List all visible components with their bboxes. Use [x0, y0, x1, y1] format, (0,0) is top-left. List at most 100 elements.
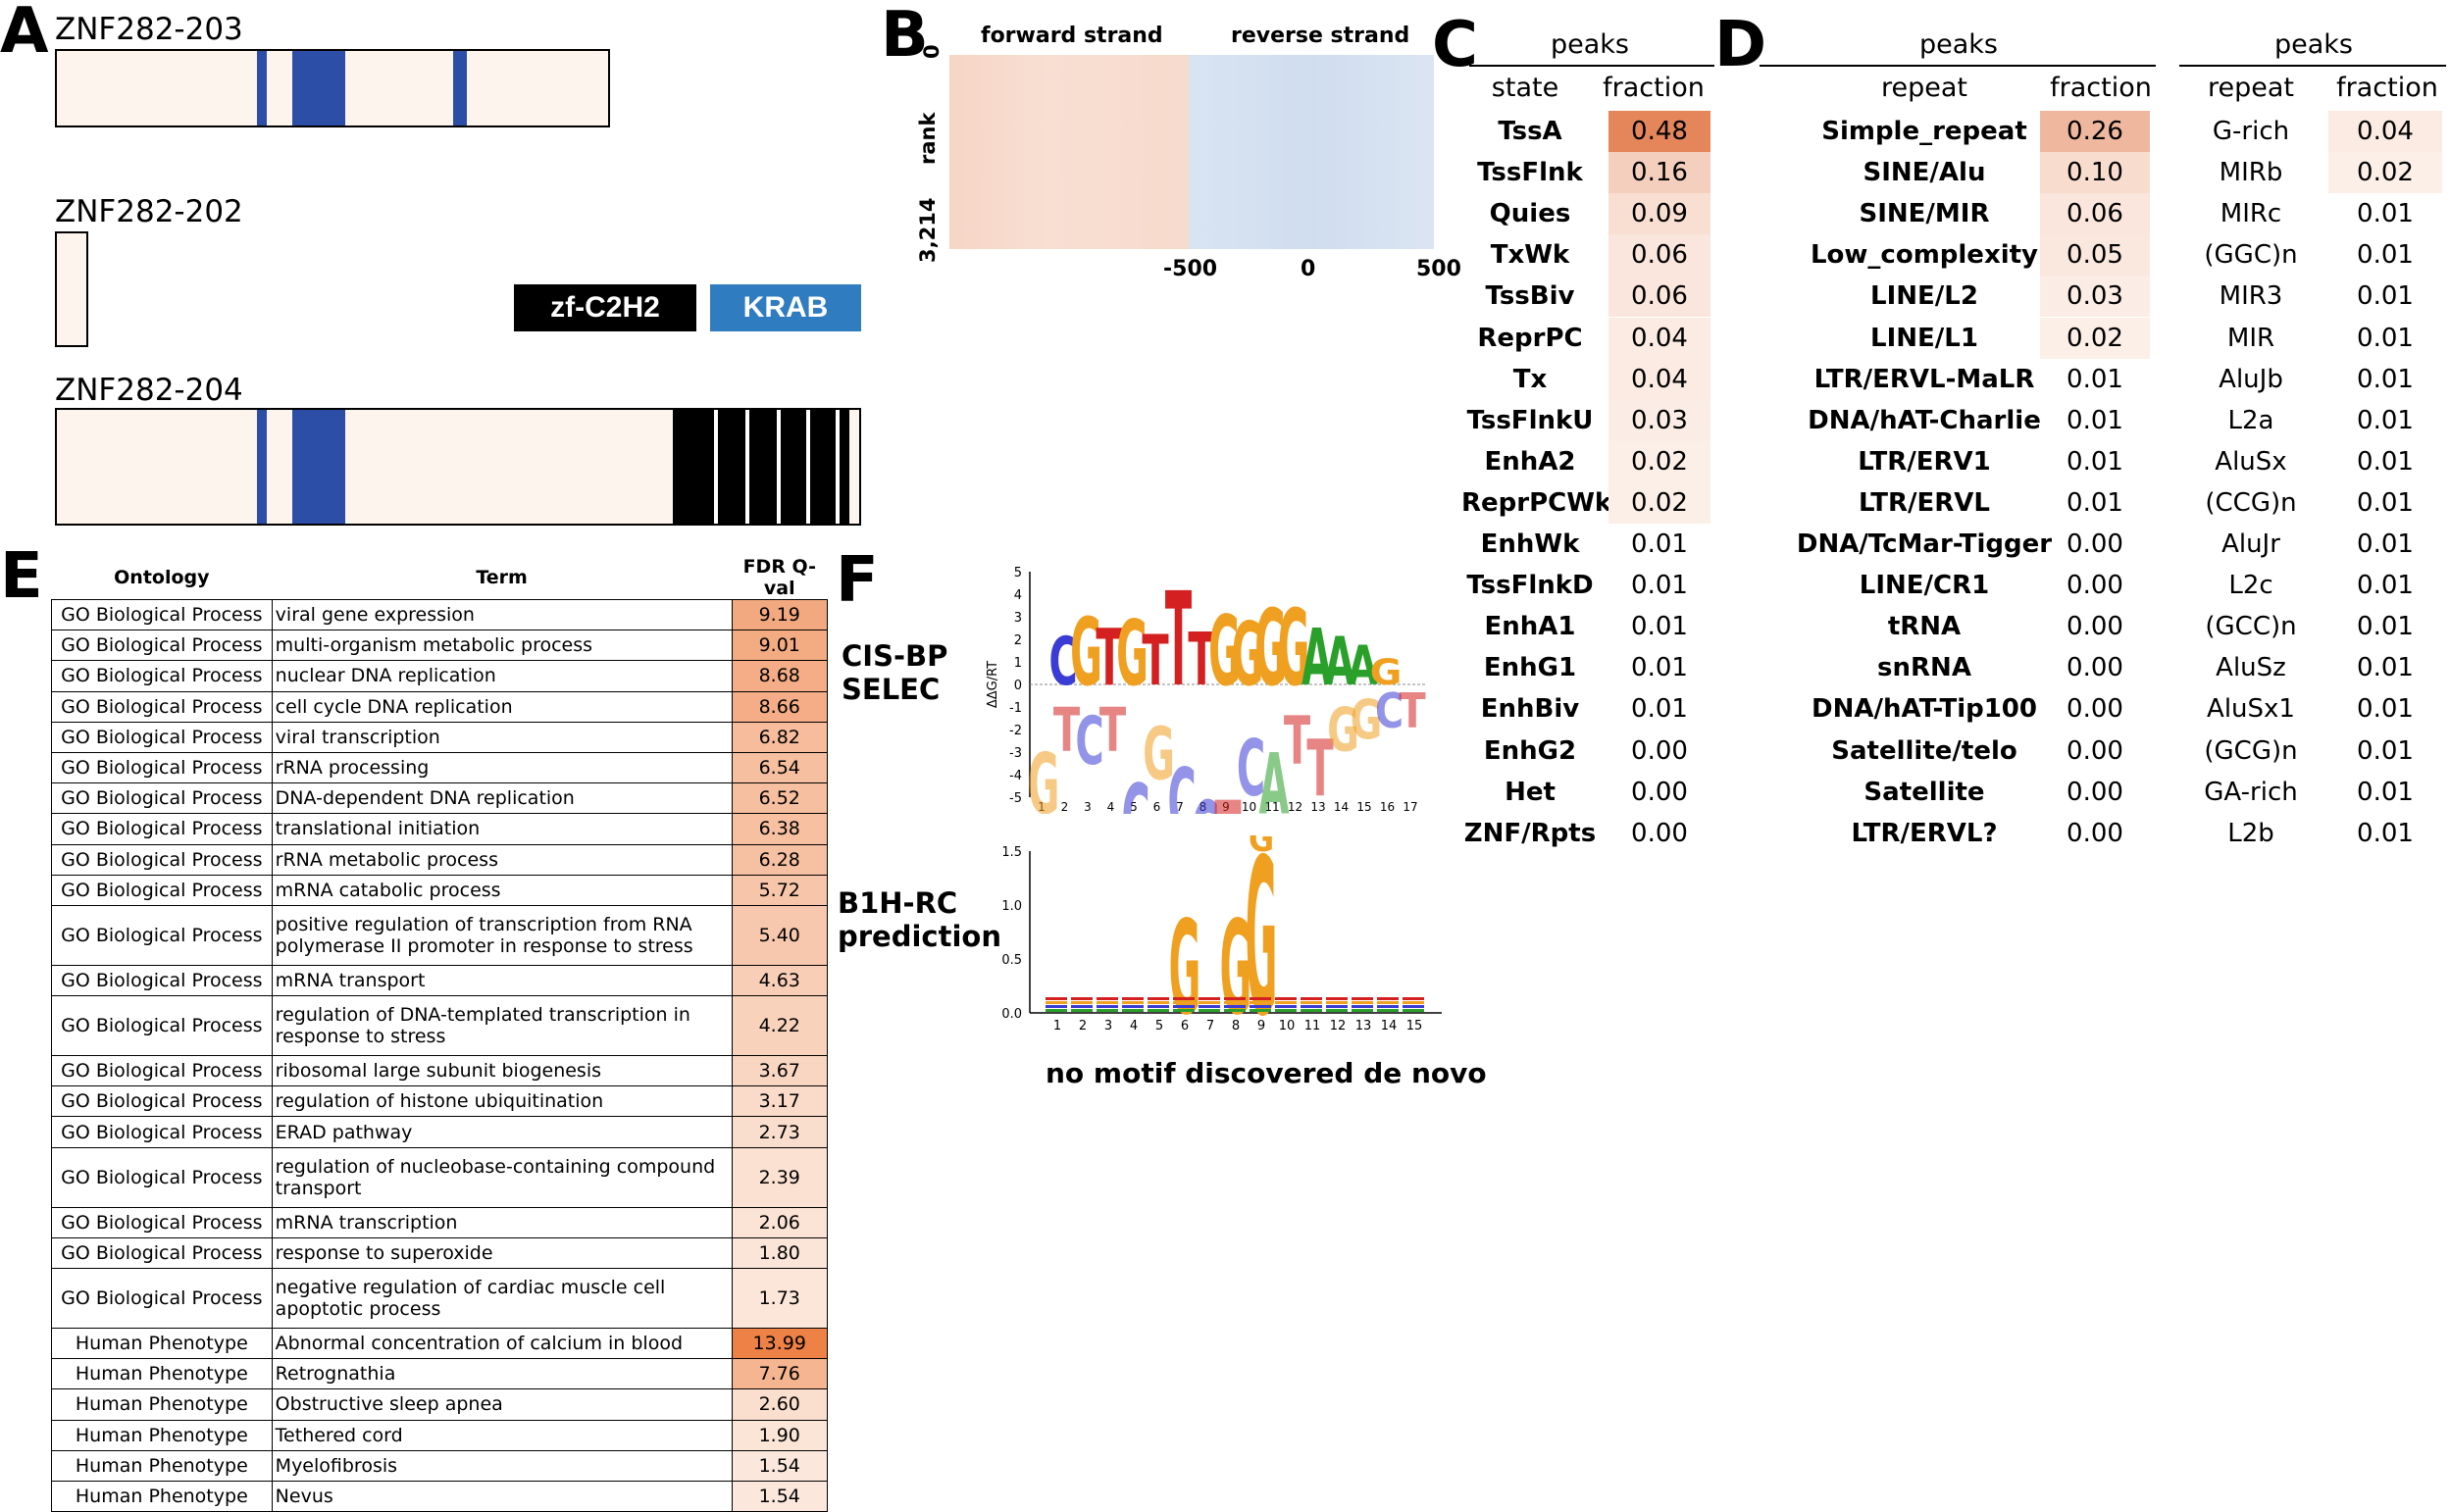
go-table-row: GO Biological Process rRNA metabolic proc…: [51, 843, 829, 876]
motif-letter-stack: [1352, 1009, 1373, 1012]
y-tick-label: 0: [1014, 679, 1022, 693]
motif-letter-stack: [1173, 997, 1195, 1000]
ontology-cell: GO Biological Process: [51, 782, 273, 815]
ontology-cell: GO Biological Process: [51, 1116, 273, 1148]
x-tick-label: 14: [1334, 800, 1349, 814]
y-tick-label: 3: [1014, 611, 1022, 626]
isoform-bar-203: [55, 49, 610, 127]
motif-letter: G: [1220, 892, 1252, 1041]
state-cell: Quies: [1489, 199, 1571, 229]
motif-letter-stack: [1403, 1005, 1424, 1008]
motif-letter: T: [1214, 781, 1241, 814]
motif-letter: T: [1188, 618, 1215, 702]
x-tick-label: 6: [1153, 800, 1161, 814]
motif-letter-stack: [1097, 997, 1118, 1000]
repeat-cell: Low_complexity: [1810, 240, 2039, 271]
fraction-cell: 0.01: [2357, 487, 2414, 518]
motif-letter-stack: [1352, 997, 1373, 1000]
repeat-cell: AluJb: [2219, 364, 2283, 394]
qval-cell: 9.01: [731, 630, 829, 662]
motif-letter-stack: [1250, 997, 1271, 1000]
motif-letter-stack: [1199, 1009, 1220, 1012]
state-column-header: state: [1491, 73, 1559, 103]
fraction-cell: 0.00: [2067, 735, 2123, 766]
motif-letter: G: [1208, 594, 1241, 707]
repeat-cell: snRNA: [1877, 653, 1971, 683]
isoform-label-204: ZNF282-204: [55, 373, 243, 408]
go-table-row: GO Biological Process ERAD pathway 2.73: [51, 1116, 829, 1148]
ontology-cell: GO Biological Process: [51, 813, 273, 845]
repeat-cell: L2a: [2227, 405, 2274, 435]
motif-letter-stack: [1097, 1005, 1118, 1008]
motif-letter: G: [1143, 712, 1175, 796]
x-tick-label: 7: [1176, 800, 1184, 814]
repeat-cell: L2c: [2228, 571, 2273, 601]
ontology-cell: GO Biological Process: [51, 598, 273, 631]
motif-letter: G: [1232, 605, 1264, 706]
y-tick-label: 2: [1014, 633, 1022, 648]
go-table-row: GO Biological Process DNA-dependent DNA r…: [51, 782, 829, 815]
go-table-row: GO Biological Process mRNA transcription 2…: [51, 1206, 829, 1238]
motif-letter-stack: [1250, 1009, 1271, 1012]
ontology-cell: Human Phenotype: [51, 1327, 273, 1360]
qval-cell: 2.39: [731, 1146, 829, 1208]
y-axis-label: ΔΔG/RT: [986, 661, 1000, 708]
ontology-cell: GO Biological Process: [51, 1146, 273, 1208]
qval-cell: 2.73: [731, 1116, 829, 1148]
repeat-cell: (GCG)n: [2204, 735, 2298, 766]
fraction-cell: 0.01: [2357, 446, 2414, 477]
x-tick-label: 5: [1155, 1019, 1163, 1033]
x-tick-label: 500: [1416, 257, 1461, 281]
zf-separator: [745, 410, 749, 524]
x-tick-label: -500: [1163, 257, 1218, 281]
term-cell: DNA-dependent DNA replication: [271, 782, 733, 815]
y-tick-label: 0.0: [1001, 1007, 1022, 1022]
x-tick-label: 10: [1279, 1019, 1296, 1033]
x-tick-label: 9: [1257, 1019, 1265, 1033]
zf-separator: [777, 410, 781, 524]
fraction-cell: 0.01: [2357, 694, 2414, 725]
y-tick-label: 1.5: [1001, 845, 1022, 860]
y-tick-label: -1: [1009, 701, 1022, 716]
header-rule: [1469, 65, 1714, 67]
cisbp-label-line2: SELEC: [842, 673, 941, 706]
repeat-table: peaks repeat fraction peaks repeat fract…: [1756, 29, 2450, 863]
y-tick-label: -4: [1009, 769, 1022, 783]
qval-cell: 2.60: [731, 1388, 829, 1421]
krab-domain: [257, 410, 267, 524]
x-tick-label: 1: [1038, 800, 1046, 814]
panel-label-a: A: [0, 0, 49, 68]
motif-letter-stack: [1046, 1005, 1067, 1008]
y-tick-label: 1.0: [1001, 899, 1022, 914]
motif-letter: G: [1116, 600, 1148, 706]
motif-letter-stack: [1071, 997, 1093, 1000]
panel-label-b: B: [881, 0, 929, 72]
qval-cell: 5.40: [731, 904, 829, 966]
x-tick-label: 8: [1232, 1019, 1240, 1033]
fraction-cell: 0.00: [2067, 818, 2123, 848]
fraction-cell: 0.00: [2067, 529, 2123, 559]
go-table-row: GO Biological Process viral gene expressi…: [51, 598, 829, 631]
state-cell: EnhBiv: [1480, 694, 1580, 725]
fraction-cell: 0.01: [2067, 364, 2123, 394]
go-table-row: GO Biological Process cell cycle DNA repl…: [51, 690, 829, 723]
motif-letter-stack: [1148, 1009, 1169, 1012]
isoform-bar-202: [55, 231, 88, 347]
motif-letter-stack: [1122, 1001, 1144, 1004]
motif-letter-stack: [1403, 1009, 1424, 1012]
ontology-cell: Human Phenotype: [51, 1419, 273, 1451]
term-cell: Tethered cord: [271, 1419, 733, 1451]
qval-cell: 8.68: [731, 660, 829, 692]
x-tick-label: 2: [1061, 800, 1069, 814]
motif-letter-stack: [1275, 997, 1297, 1000]
motif-letter-stack: [1046, 1009, 1067, 1012]
panel-label-f: F: [836, 544, 879, 617]
motif-letter-stack: [1224, 1009, 1246, 1012]
x-tick-label: 3: [1104, 1019, 1112, 1033]
zf-separator: [836, 410, 840, 524]
ontology-cell: GO Biological Process: [51, 690, 273, 723]
go-table-row: GO Biological Process positive regulation…: [51, 904, 829, 966]
motif-letter: C: [1237, 723, 1265, 814]
x-tick-label: 16: [1380, 800, 1395, 814]
x-tick-label: 14: [1381, 1019, 1398, 1033]
